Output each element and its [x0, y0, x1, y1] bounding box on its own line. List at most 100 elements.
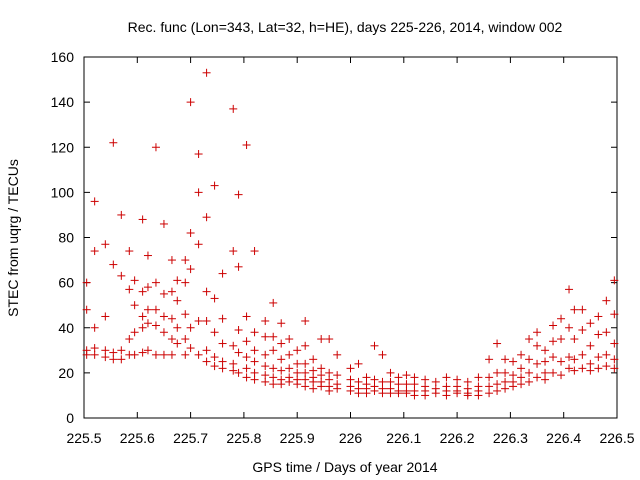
data-point [565, 353, 574, 362]
data-point [541, 346, 550, 355]
data-point [610, 355, 619, 364]
data-point [557, 314, 566, 323]
y-tick-label: 160 [51, 49, 75, 65]
data-point [493, 368, 502, 377]
data-point [509, 382, 518, 391]
data-point [101, 353, 110, 362]
data-point [167, 314, 176, 323]
data-point [194, 150, 203, 159]
data-point [602, 296, 611, 305]
data-point [594, 330, 603, 339]
data-point [125, 335, 134, 344]
data-point [109, 355, 118, 364]
data-point [346, 375, 355, 384]
data-point [250, 368, 259, 377]
data-point [173, 323, 182, 332]
data-point [151, 278, 160, 287]
data-point [565, 364, 574, 373]
data-point [309, 384, 318, 393]
data-point [485, 373, 494, 382]
data-point [143, 346, 152, 355]
data-point [333, 384, 342, 393]
y-tick-label: 140 [51, 94, 75, 110]
data-point [125, 285, 134, 294]
data-point [421, 375, 430, 384]
data-point [453, 375, 462, 384]
data-point [533, 373, 542, 382]
data-point [293, 346, 302, 355]
data-point [101, 312, 110, 321]
data-point [557, 371, 566, 380]
data-point [250, 357, 259, 366]
data-point [101, 346, 110, 355]
data-point [325, 386, 334, 395]
data-point [210, 328, 219, 337]
data-point [394, 373, 403, 382]
data-point [285, 350, 294, 359]
x-tick-label: 225.6 [120, 430, 155, 446]
data-point [586, 341, 595, 350]
data-point [229, 359, 238, 368]
x-axis-label: GPS time / Days of year 2014 [252, 459, 437, 475]
data-point [301, 341, 310, 350]
data-point [493, 386, 502, 395]
data-point [354, 377, 363, 386]
data-point [186, 98, 195, 107]
data-point [549, 337, 558, 346]
data-point [578, 350, 587, 359]
data-point [509, 357, 518, 366]
data-point [138, 215, 147, 224]
data-point [533, 328, 542, 337]
data-point [610, 339, 619, 348]
data-point [386, 368, 395, 377]
data-point [557, 357, 566, 366]
data-point [130, 350, 139, 359]
data-point [517, 380, 526, 389]
data-point [181, 335, 190, 344]
data-point [386, 389, 395, 398]
data-point [167, 256, 176, 265]
data-point [125, 247, 134, 256]
data-point [261, 332, 270, 341]
data-point [261, 350, 270, 359]
data-point [159, 312, 168, 321]
data-point [346, 386, 355, 395]
data-point [354, 389, 363, 398]
data-point [565, 323, 574, 332]
data-point [378, 389, 387, 398]
data-point [277, 355, 286, 364]
data-point [570, 335, 579, 344]
data-point [378, 350, 387, 359]
data-point [610, 364, 619, 373]
data-point [143, 251, 152, 260]
data-point [159, 219, 168, 228]
data-point [277, 339, 286, 348]
x-tick-label: 226.2 [440, 430, 475, 446]
data-point [501, 368, 510, 377]
data-point [402, 389, 411, 398]
data-point [277, 319, 286, 328]
data-point [525, 377, 534, 386]
y-tick-label: 40 [58, 320, 74, 336]
data-point [186, 344, 195, 353]
data-point [541, 375, 550, 384]
data-point [309, 377, 318, 386]
data-point [277, 366, 286, 375]
data-point [594, 312, 603, 321]
data-point [517, 373, 526, 382]
x-tick-label: 225.9 [280, 430, 315, 446]
data-point [317, 382, 326, 391]
data-point [301, 359, 310, 368]
data-point [269, 332, 278, 341]
data-point [578, 364, 587, 373]
data-point [250, 375, 259, 384]
data-point [90, 247, 99, 256]
data-point [410, 373, 419, 382]
data-point [181, 278, 190, 287]
data-point [109, 348, 118, 357]
data-point [90, 350, 99, 359]
data-point [586, 319, 595, 328]
data-point [362, 373, 371, 382]
data-point [525, 335, 534, 344]
data-point [570, 366, 579, 375]
